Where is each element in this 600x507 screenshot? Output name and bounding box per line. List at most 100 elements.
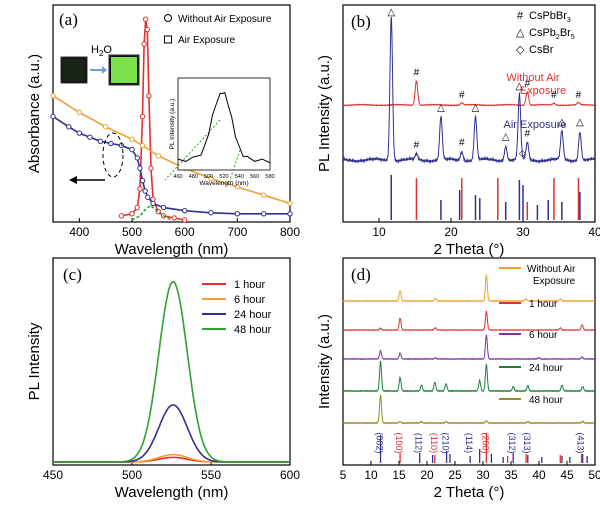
- panel-d-series-line: [342, 360, 596, 393]
- inset-h2o-label: H2O: [91, 44, 112, 58]
- inset-x-tick-label: 460: [173, 174, 182, 180]
- panel-a-series-marker: [137, 186, 143, 192]
- x-tick-label: 50: [588, 468, 600, 482]
- x-tick-label: 30: [476, 468, 490, 482]
- inset-x-tick-label: 540: [235, 174, 244, 180]
- legend-label: Exposure: [533, 276, 576, 287]
- x-tick-label: 40: [588, 225, 600, 239]
- inset-x-tick-label: 520: [219, 174, 228, 180]
- phase-marker: #: [576, 90, 582, 101]
- legend-label: Without Air: [527, 264, 576, 275]
- panel-a-frame: [52, 4, 291, 223]
- legend-label: 6 hour: [234, 294, 266, 306]
- inset-series-line: [177, 91, 271, 164]
- x-tick-label: 30: [516, 225, 530, 239]
- legend-label: 1 hour: [234, 279, 266, 291]
- x-tick-label: 20: [420, 468, 434, 482]
- panel-a-series-marker: [148, 165, 154, 171]
- inset-connector: [229, 149, 241, 181]
- panel-c-series-line: [53, 280, 290, 463]
- panel-b-series-line: [342, 80, 595, 107]
- x-tick-label: 500: [122, 225, 142, 239]
- panel-a-y-label: Absorbance (a.u.): [26, 54, 43, 173]
- panel-a-series-marker: [142, 16, 149, 22]
- inset-y-label: PL Intensity (a.u.): [169, 99, 176, 150]
- x-tick-label: 40: [532, 468, 546, 482]
- legend-diamond-icon: ◇: [516, 44, 525, 56]
- panel-d-x-axis: 5 10 15 20 25 30 35 40 45 50 2 Theta (°): [340, 461, 600, 501]
- panel-c-frame: [52, 257, 291, 466]
- annotation-air: Air Exposure: [504, 119, 567, 131]
- miller-index-label: (114): [464, 433, 474, 453]
- legend-label: CsBr: [529, 44, 554, 56]
- panel-b-label: (b): [351, 12, 371, 31]
- x-axis-label: 2 Theta (°): [434, 484, 505, 501]
- panel-a-series-marker: [118, 213, 125, 219]
- phase-marker: #: [414, 67, 420, 78]
- text: Br: [560, 27, 571, 39]
- phase-marker: △: [472, 103, 480, 114]
- subscript: 3: [567, 17, 571, 24]
- panel-a-series-marker: [139, 177, 146, 184]
- inset-x-tick-label: 560: [250, 174, 259, 180]
- inset-x-label: Wavelength (nm): [199, 180, 248, 187]
- panel-a-series-marker: [208, 175, 214, 182]
- legend-label: 6 hour: [529, 330, 558, 341]
- x-tick-label: 45: [560, 468, 574, 482]
- panel-a-series-marker: [137, 165, 143, 171]
- panel-a-series-marker: [160, 204, 167, 211]
- x-axis-label: Wavelength (nm): [115, 484, 229, 501]
- panel-d-frame: [342, 257, 596, 466]
- phase-marker: △: [516, 81, 524, 92]
- inset-connector: [164, 119, 221, 181]
- text: O: [103, 44, 112, 56]
- panel-d-series-line: [342, 310, 595, 332]
- panel-a-series-marker: [129, 136, 135, 142]
- inset-x-tick-label: 580: [265, 174, 274, 180]
- panel-a-series-marker: [87, 134, 93, 140]
- legend-label: 48 hour: [234, 324, 272, 336]
- panel-a-series-line: [131, 204, 172, 221]
- x-tick-label: 600: [175, 225, 195, 239]
- panel-b-y-label: PL Intensity (a.u.): [316, 55, 333, 172]
- miller-index-label: (200): [480, 432, 490, 453]
- ellipse-annotation: [102, 132, 124, 178]
- x-axis-label: 2 Theta (°): [434, 241, 505, 258]
- subscript: 5: [571, 34, 575, 41]
- panel-d-y-label: Intensity (a.u.): [316, 314, 333, 409]
- panel-d-series-line: [342, 274, 596, 303]
- panel-a-series-marker: [171, 215, 177, 221]
- panel-a-series-marker: [66, 124, 72, 130]
- panel-a-series-marker: [141, 41, 147, 47]
- x-tick-label: 600: [280, 468, 300, 482]
- phase-marker: #: [459, 137, 465, 148]
- panel-a-series-marker: [234, 211, 241, 217]
- panel-a-series-marker: [155, 153, 162, 159]
- panel-c-x-axis: 450 500 550 600 Wavelength (nm): [43, 461, 300, 501]
- panel-a-series-marker: [260, 192, 267, 198]
- panel-c-label: (c): [63, 265, 82, 284]
- left-arrow-head-icon: [69, 176, 77, 184]
- legend-label: CsPb2Br5: [529, 27, 575, 41]
- x-tick-label: 10: [364, 468, 378, 482]
- phase-marker: △: [576, 117, 584, 128]
- panel-a-series-marker: [102, 124, 109, 130]
- phase-marker: #: [525, 79, 531, 90]
- photo-after-sample: [111, 57, 137, 83]
- x-tick-label: 15: [392, 468, 406, 482]
- panel-a-series-marker: [134, 155, 140, 161]
- panel-a-series-marker: [208, 210, 214, 216]
- phase-marker: #: [414, 140, 420, 151]
- phase-marker: △: [558, 117, 566, 128]
- miller-index-label: (313): [522, 432, 532, 453]
- panel-d-series-line: [343, 334, 595, 361]
- phase-marker: #: [551, 90, 557, 101]
- inset-frame: [177, 77, 271, 171]
- inset-x-tick-label: 480: [189, 174, 198, 180]
- panel-b-x-axis: 10 20 30 40 2 Theta (°): [372, 218, 600, 258]
- legend-marker-circle: [164, 14, 172, 22]
- panel-a-series-marker: [50, 93, 56, 99]
- panel-a-series-marker: [108, 140, 114, 147]
- phase-marker: #: [525, 129, 531, 140]
